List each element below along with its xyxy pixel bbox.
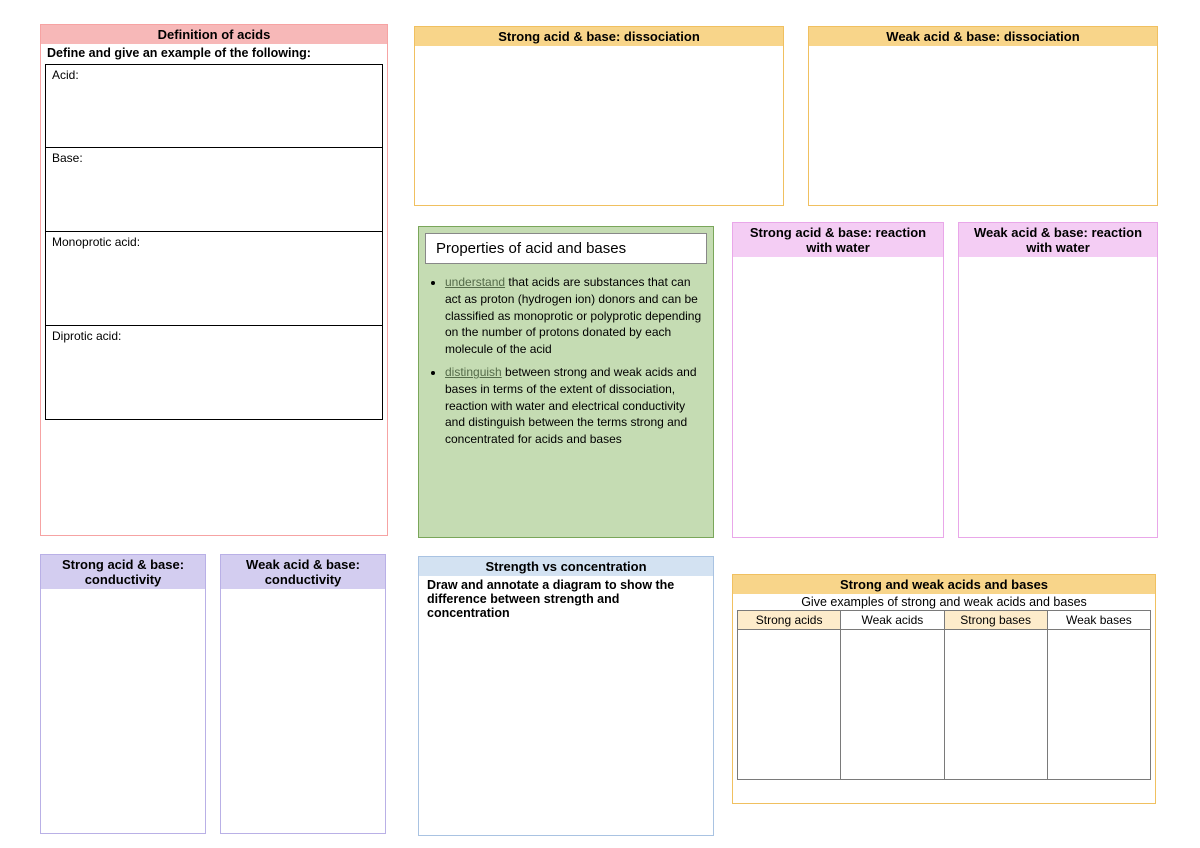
kw-distinguish: distinguish — [445, 365, 502, 379]
box-weak-dissoc: Weak acid & base: dissociation — [808, 26, 1158, 206]
prompt-definitions: Define and give an example of the follow… — [41, 44, 387, 64]
cell-monoprotic: Monoprotic acid: — [45, 232, 383, 326]
box-weak-cond: Weak acid & base: conductivity — [220, 554, 386, 834]
cell-strong-bases — [944, 630, 1047, 780]
hdr-properties: Properties of acid and bases — [425, 233, 707, 264]
cell-weak-bases — [1047, 630, 1150, 780]
col-weak-acids: Weak acids — [841, 611, 944, 630]
hdr-strong-cond: Strong acid & base: conductivity — [41, 555, 205, 589]
box-properties: Properties of acid and bases understand … — [418, 226, 714, 538]
cell-weak-acids — [841, 630, 944, 780]
hdr-weak-react: Weak acid & base: reaction with water — [959, 223, 1157, 257]
hdr-strength-conc: Strength vs concentration — [419, 557, 713, 576]
hdr-weak-cond: Weak acid & base: conductivity — [221, 555, 385, 589]
prompt-strength-conc: Draw and annotate a diagram to show the … — [419, 576, 713, 622]
col-strong-bases: Strong bases — [944, 611, 1047, 630]
box-strong-react: Strong acid & base: reaction with water — [732, 222, 944, 538]
col-weak-bases: Weak bases — [1047, 611, 1150, 630]
hdr-strong-dissoc: Strong acid & base: dissociation — [415, 27, 783, 46]
cell-base: Base: — [45, 148, 383, 232]
cell-diprotic: Diprotic acid: — [45, 326, 383, 420]
box-strong-cond: Strong acid & base: conductivity — [40, 554, 206, 834]
kw-understand: understand — [445, 275, 505, 289]
properties-bullets: understand that acids are substances tha… — [419, 270, 713, 462]
box-examples: Strong and weak acids and bases Give exa… — [732, 574, 1156, 804]
hdr-examples: Strong and weak acids and bases — [733, 575, 1155, 594]
examples-table: Strong acids Weak acids Strong bases Wea… — [737, 610, 1151, 780]
hdr-strong-react: Strong acid & base: reaction with water — [733, 223, 943, 257]
prompt-examples: Give examples of strong and weak acids a… — [733, 594, 1155, 610]
box-definitions: Definition of acids Define and give an e… — [40, 24, 388, 536]
col-strong-acids: Strong acids — [738, 611, 841, 630]
box-strong-dissoc: Strong acid & base: dissociation — [414, 26, 784, 206]
hdr-weak-dissoc: Weak acid & base: dissociation — [809, 27, 1157, 46]
hdr-definitions: Definition of acids — [41, 25, 387, 44]
box-weak-react: Weak acid & base: reaction with water — [958, 222, 1158, 538]
cell-acid: Acid: — [45, 64, 383, 148]
box-strength-conc: Strength vs concentration Draw and annot… — [418, 556, 714, 836]
cell-strong-acids — [738, 630, 841, 780]
